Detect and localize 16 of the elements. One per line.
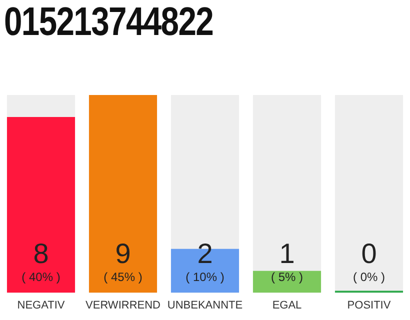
data-label: 0 (361, 238, 377, 269)
annotation: ( 40% ) (22, 270, 60, 284)
data-label: 9 (115, 238, 131, 269)
annotation: ( 0% ) (352, 270, 386, 284)
data-label: 1 (279, 238, 295, 269)
annotation: ( 45% ) (104, 270, 142, 284)
chart-title: 015213744822 (4, 0, 214, 45)
bar (252, 270, 322, 293)
annotation: ( 5% ) (270, 270, 304, 284)
x-tick-label: NEGATIV (17, 299, 66, 312)
x-tick-label: EGAL (272, 299, 302, 312)
x-tick-label: POSITIV (347, 299, 392, 312)
x-tick-label: VERWIRREND (86, 299, 161, 312)
x-tick-label: UNBEKANNTE (167, 299, 243, 312)
data-label: 8 (33, 238, 49, 269)
annotation: ( 10% ) (186, 270, 224, 284)
